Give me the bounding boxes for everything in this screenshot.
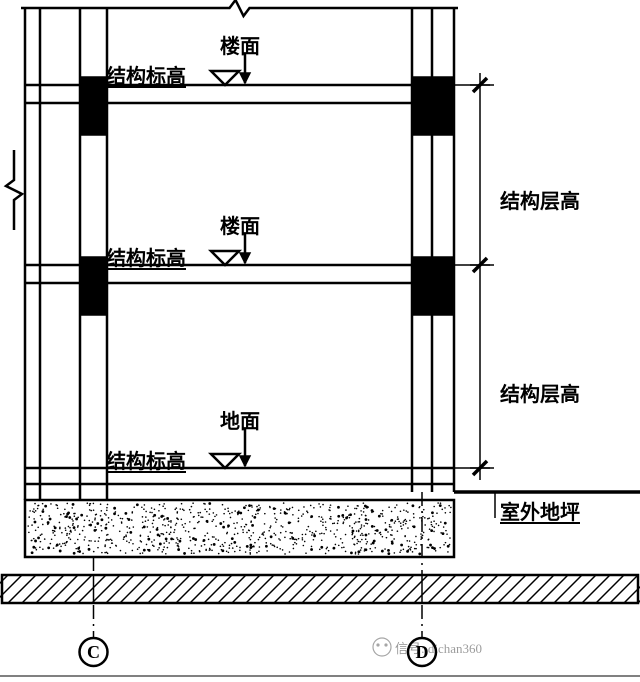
diagram-svg: CD — [0, 0, 640, 682]
label-floor-mid: 楼面 — [220, 210, 260, 239]
label-struct-elev-3: 结构标高 — [106, 445, 186, 474]
label-grade: 室外地坪 — [500, 496, 580, 525]
label-struct-elev-1: 结构标高 — [106, 60, 186, 89]
label-struct-elev-2: 结构标高 — [106, 242, 186, 271]
label-floor-top: 楼面 — [220, 30, 260, 59]
label-ground: 地面 — [220, 405, 260, 434]
label-storey-1: 结构层高 — [500, 185, 580, 214]
svg-text:C: C — [87, 642, 100, 662]
diagram-stage: CD 楼面 结构标高 楼面 结构标高 地面 结构标高 结构层高 结构层高 室外地… — [0, 0, 640, 682]
watermark: 信号: dichan360 — [395, 638, 482, 657]
label-storey-2: 结构层高 — [500, 378, 580, 407]
